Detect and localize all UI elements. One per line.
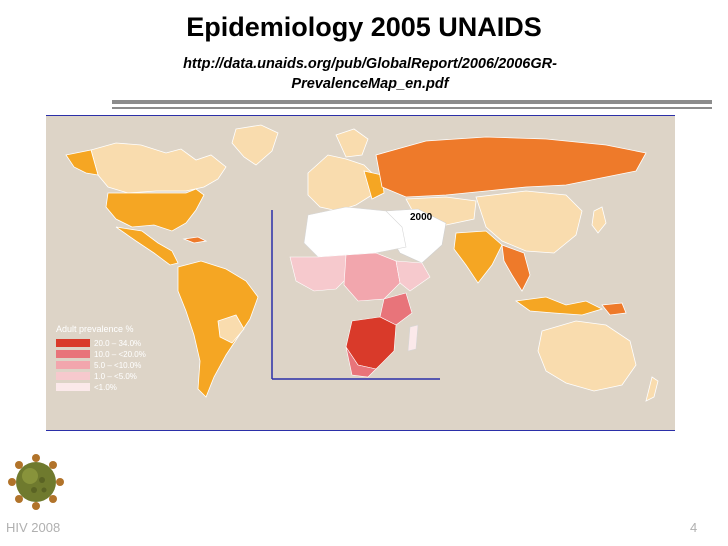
north-africa: [303, 206, 407, 258]
caribbean-region: [182, 236, 208, 244]
india-region: [453, 230, 503, 284]
china-region: [475, 190, 583, 254]
legend-row: <1.0%: [56, 382, 146, 392]
world-prevalence-map: [46, 115, 675, 431]
brazil-highlight: [217, 314, 245, 344]
slide-subtitle: http://data.unaids.org/pub/GlobalReport/…: [183, 56, 557, 92]
west-africa: [289, 254, 351, 292]
legend-label: 20.0 – 34.0%: [94, 338, 142, 348]
legend-row: 20.0 – 34.0%: [56, 338, 146, 348]
south-america-region: [177, 260, 259, 398]
south-africa-core: [345, 346, 377, 378]
alaska-region: [65, 149, 99, 176]
legend-label: 5.0 – <10.0%: [94, 360, 142, 370]
legend-swatch: [56, 383, 90, 391]
australia: [537, 320, 637, 392]
usa-region: [105, 188, 205, 232]
madagascar: [407, 324, 419, 352]
scandinavia: [335, 128, 369, 158]
legend-label: 1.0 – <5.0%: [94, 371, 137, 381]
greenland: [231, 124, 279, 166]
mexico-region: [115, 226, 179, 266]
legend-label: <1.0%: [94, 382, 117, 392]
page-number: 4: [690, 520, 698, 535]
title-rule-thick: [112, 100, 712, 104]
legend-label: 10.0 – <20.0%: [94, 349, 146, 359]
legend-swatch: [56, 372, 90, 380]
legend-title: Adult prevalence %: [56, 324, 134, 334]
title-rule-thin: [112, 107, 712, 109]
canada-region: [90, 142, 227, 194]
japan: [591, 206, 607, 234]
footer-label: HIV 2008: [6, 520, 61, 535]
legend-row: 1.0 – <5.0%: [56, 371, 146, 381]
southeast-asia-region: [501, 244, 531, 292]
inset-year-label: 2000: [410, 212, 433, 223]
virus-icon: [8, 454, 64, 510]
horn-of-africa: [395, 260, 431, 292]
legend-row: 10.0 – <20.0%: [56, 349, 146, 359]
eastern-europe-region: [363, 170, 385, 200]
legend-swatch: [56, 339, 90, 347]
map-legend: Adult prevalence % 20.0 – 34.0% 10.0 – <…: [56, 324, 146, 393]
new-zealand: [645, 376, 659, 402]
indonesia-region: [514, 296, 604, 316]
east-africa: [379, 292, 413, 326]
central-africa: [343, 252, 401, 302]
legend-row: 5.0 – <10.0%: [56, 360, 146, 370]
papua-region: [601, 302, 627, 316]
slide-title: Epidemiology 2005 UNAIDS: [186, 12, 542, 42]
legend-swatch: [56, 350, 90, 358]
map-svg: [46, 115, 675, 431]
legend-swatch: [56, 361, 90, 369]
russia-region: [375, 136, 647, 198]
